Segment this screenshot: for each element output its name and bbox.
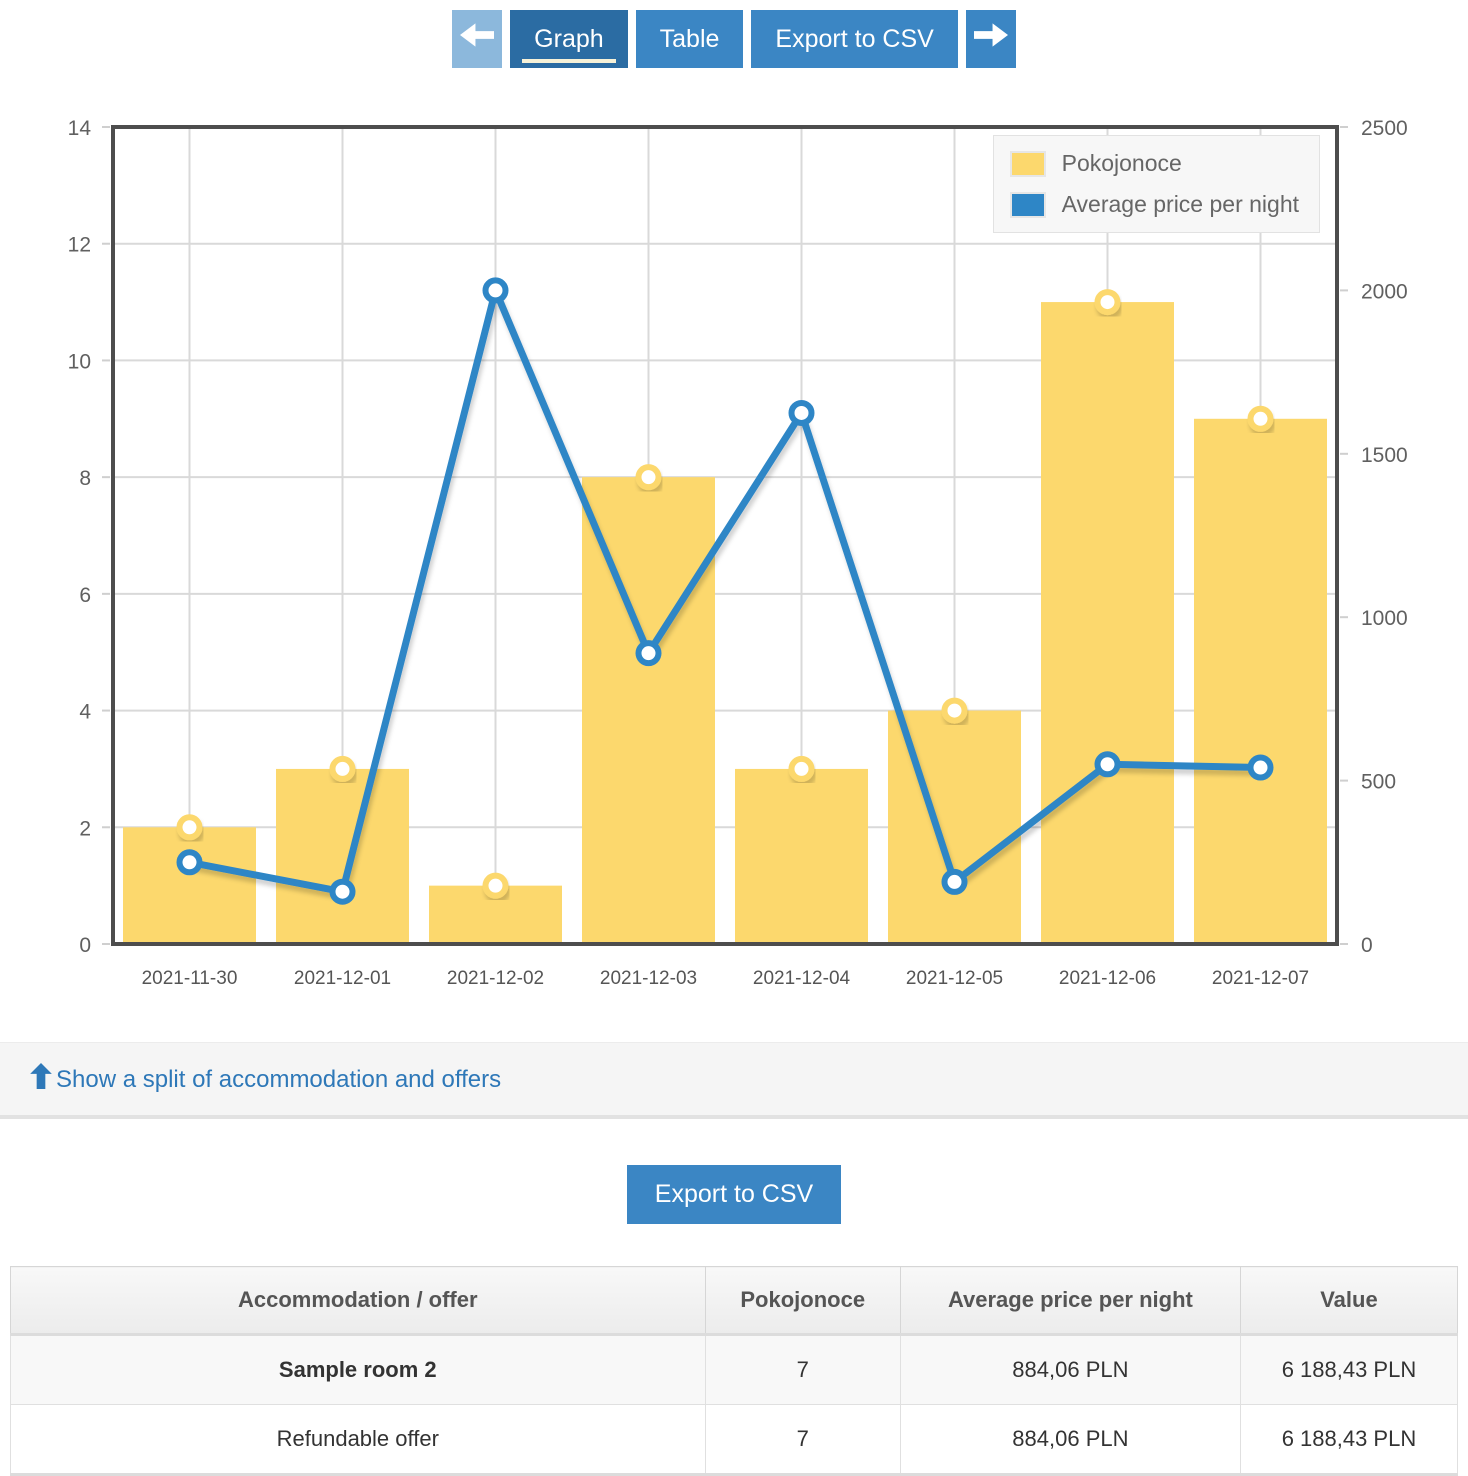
- svg-text:2021-12-04: 2021-12-04: [753, 968, 851, 989]
- svg-text:2021-12-07: 2021-12-07: [1212, 968, 1309, 989]
- previous-period-button[interactable]: [452, 10, 503, 68]
- export-csv-button-top[interactable]: Export to CSV: [751, 10, 958, 68]
- avg-price-cell: 884,06 PLN: [899, 1404, 1241, 1475]
- svg-text:1500: 1500: [1361, 444, 1408, 467]
- svg-text:500: 500: [1361, 771, 1396, 794]
- legend-label-average-price: Average price per night: [1061, 191, 1299, 217]
- up-arrow-icon: [30, 1063, 52, 1096]
- svg-text:2021-12-03: 2021-12-03: [600, 968, 697, 989]
- header-value: Value: [1239, 1266, 1459, 1336]
- next-period-button[interactable]: [965, 10, 1016, 68]
- svg-text:10: 10: [68, 350, 91, 373]
- header-average-price: Average price per night: [899, 1266, 1241, 1336]
- svg-text:12: 12: [68, 234, 91, 257]
- svg-text:0: 0: [79, 934, 91, 957]
- svg-text:2021-12-01: 2021-12-01: [294, 968, 391, 989]
- header-accommodation: Accommodation / offer: [10, 1266, 706, 1336]
- header-pokojonoce: Pokojonoce: [704, 1266, 901, 1336]
- svg-text:4: 4: [79, 701, 91, 724]
- right-arrow-icon: [973, 10, 1008, 68]
- svg-text:8: 8: [79, 467, 91, 490]
- tab-table[interactable]: Table: [635, 10, 744, 68]
- pokojonoce-cell: 7: [704, 1404, 901, 1475]
- export-row: Export to CSV: [0, 1165, 1468, 1224]
- show-split-link-label: Show a split of accommodation and offers: [56, 1065, 502, 1093]
- left-arrow-icon: [460, 10, 495, 68]
- pokojonoce-cell: 7: [704, 1334, 901, 1405]
- accommodation-cell: Sample room 2: [10, 1334, 706, 1405]
- table-row: Refundable offer 7 884,06 PLN 6 188,43 PLN: [10, 1404, 1459, 1475]
- legend-item-average-price[interactable]: Average price per night: [1009, 191, 1299, 218]
- tab-graph[interactable]: Graph: [510, 10, 628, 68]
- value-cell: 6 188,43 PLN: [1239, 1334, 1459, 1405]
- svg-text:2500: 2500: [1361, 117, 1408, 140]
- avg-price-cell: 884,06 PLN: [899, 1334, 1241, 1405]
- combo-chart: 0 2 4 6 8 10 12 14 0 500 1000 1500 2000 2500 2021-11-3…: [68, 117, 1408, 989]
- svg-text:2021-12-06: 2021-12-06: [1059, 968, 1156, 989]
- svg-text:2021-11-30: 2021-11-30: [142, 968, 238, 989]
- chart-toolbar: Graph Table Export to CSV: [0, 10, 1468, 68]
- svg-text:14: 14: [68, 117, 92, 140]
- average-price-swatch-icon: [1009, 191, 1046, 218]
- svg-text:1000: 1000: [1361, 607, 1408, 630]
- accommodation-table: Accommodation / offer Pokojonoce Average…: [10, 1266, 1459, 1476]
- show-split-link[interactable]: Show a split of accommodation and offers: [30, 1063, 501, 1096]
- svg-text:2021-12-02: 2021-12-02: [447, 968, 544, 989]
- table-header-row: Accommodation / offer Pokojonoce Average…: [10, 1266, 1459, 1336]
- svg-text:2: 2: [79, 817, 91, 840]
- pokojonoce-swatch-icon: [1009, 150, 1046, 177]
- table-row: Sample room 2 7 884,06 PLN 6 188,43 PLN: [10, 1334, 1459, 1405]
- value-cell: 6 188,43 PLN: [1239, 1404, 1459, 1475]
- split-link-strip: Show a split of accommodation and offers: [0, 1042, 1468, 1119]
- svg-text:6: 6: [79, 584, 91, 607]
- svg-text:0: 0: [1361, 934, 1373, 957]
- svg-text:2000: 2000: [1361, 280, 1408, 303]
- chart-area: 0 2 4 6 8 10 12 14 0 500 1000 1500 2000 2500 2021-11-3…: [0, 90, 1468, 1010]
- svg-text:2021-12-05: 2021-12-05: [906, 968, 1003, 989]
- chart-legend: Pokojonoce Average price per night: [992, 135, 1320, 233]
- accommodation-cell: Refundable offer: [10, 1404, 706, 1475]
- export-csv-button-bottom[interactable]: Export to CSV: [626, 1165, 842, 1224]
- legend-label-pokojonoce: Pokojonoce: [1061, 150, 1182, 176]
- legend-item-pokojonoce[interactable]: Pokojonoce: [1009, 150, 1299, 177]
